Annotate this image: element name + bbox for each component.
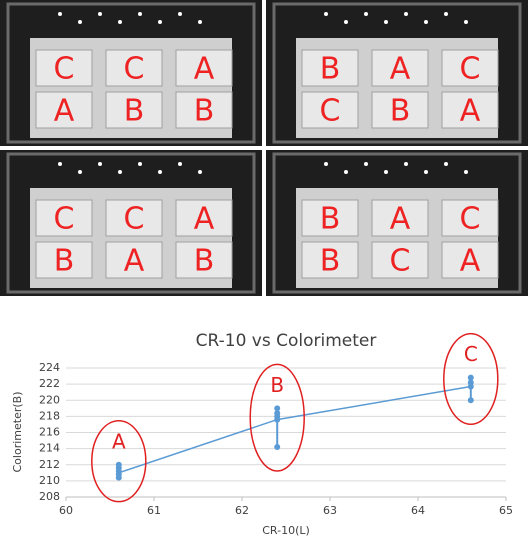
point xyxy=(468,397,474,403)
sample-label: C xyxy=(124,52,145,87)
light xyxy=(158,170,162,174)
x-tick-label: 64 xyxy=(411,504,425,517)
sample-label: C xyxy=(124,202,145,237)
x-tick-label: 61 xyxy=(147,504,161,517)
light xyxy=(198,170,202,174)
light xyxy=(78,170,82,174)
y-tick-label: 214 xyxy=(39,442,60,455)
sample-label: B xyxy=(320,244,341,279)
light xyxy=(78,20,82,24)
sample-label: C xyxy=(460,202,481,237)
light xyxy=(198,20,202,24)
light xyxy=(178,12,182,16)
sample-label: B xyxy=(320,202,341,237)
y-tick-label: 208 xyxy=(39,490,60,503)
light xyxy=(158,20,162,24)
y-tick-label: 222 xyxy=(39,377,60,390)
sample-label: A xyxy=(390,202,411,237)
light xyxy=(118,170,122,174)
sample-label: A xyxy=(460,94,481,129)
sample-label: B xyxy=(320,52,341,87)
y-tick-label: 224 xyxy=(39,361,60,374)
light xyxy=(98,162,102,166)
y-tick-label: 216 xyxy=(39,426,60,439)
light xyxy=(344,170,348,174)
light xyxy=(384,170,388,174)
sample-label: C xyxy=(54,52,75,87)
sample-label: B xyxy=(194,244,215,279)
y-axis-label: Colorimeter(B) xyxy=(11,392,24,473)
light xyxy=(424,170,428,174)
sample-label: A xyxy=(390,52,411,87)
sample-label: A xyxy=(460,244,481,279)
y-tick-label: 218 xyxy=(39,409,60,422)
light xyxy=(58,162,62,166)
sample-label: A xyxy=(194,52,215,87)
point xyxy=(116,462,122,468)
light xyxy=(178,162,182,166)
light xyxy=(58,12,62,16)
x-axis-label: CR-10(L) xyxy=(262,524,310,537)
sample-label: C xyxy=(460,52,481,87)
sample-label: B xyxy=(124,94,145,129)
sample-label: A xyxy=(194,202,215,237)
light xyxy=(384,20,388,24)
y-tick-label: 220 xyxy=(39,393,60,406)
point xyxy=(274,405,280,411)
light xyxy=(444,162,448,166)
annotation: A xyxy=(112,429,126,453)
figure: CR-10 vs Colorimeter CR-10(L) Colorimete… xyxy=(0,0,528,542)
light xyxy=(138,162,142,166)
mean-line xyxy=(119,387,471,473)
annotation: C xyxy=(464,342,478,366)
sample-label: C xyxy=(320,94,341,129)
light xyxy=(464,20,468,24)
light xyxy=(118,20,122,24)
light xyxy=(464,170,468,174)
light xyxy=(364,12,368,16)
sample-label: C xyxy=(54,202,75,237)
light xyxy=(444,12,448,16)
sample-label: B xyxy=(54,244,75,279)
light xyxy=(364,162,368,166)
light xyxy=(324,162,328,166)
sample-label: A xyxy=(54,94,75,129)
x-tick-label: 62 xyxy=(235,504,249,517)
sample-label: B xyxy=(194,94,215,129)
chart-title: CR-10 vs Colorimeter xyxy=(196,331,377,351)
x-tick-label: 65 xyxy=(499,504,513,517)
sample-label: A xyxy=(124,244,145,279)
light xyxy=(404,12,408,16)
light xyxy=(404,162,408,166)
light xyxy=(344,20,348,24)
light xyxy=(98,12,102,16)
sample-label: B xyxy=(390,94,411,129)
point xyxy=(274,444,280,450)
annotation: B xyxy=(270,373,284,397)
y-tick-label: 210 xyxy=(39,474,60,487)
x-tick-label: 60 xyxy=(59,504,73,517)
light xyxy=(424,20,428,24)
y-tick-label: 212 xyxy=(39,458,60,471)
sample-label: C xyxy=(390,244,411,279)
light xyxy=(324,12,328,16)
light xyxy=(138,12,142,16)
point xyxy=(468,375,474,381)
x-tick-label: 63 xyxy=(323,504,337,517)
